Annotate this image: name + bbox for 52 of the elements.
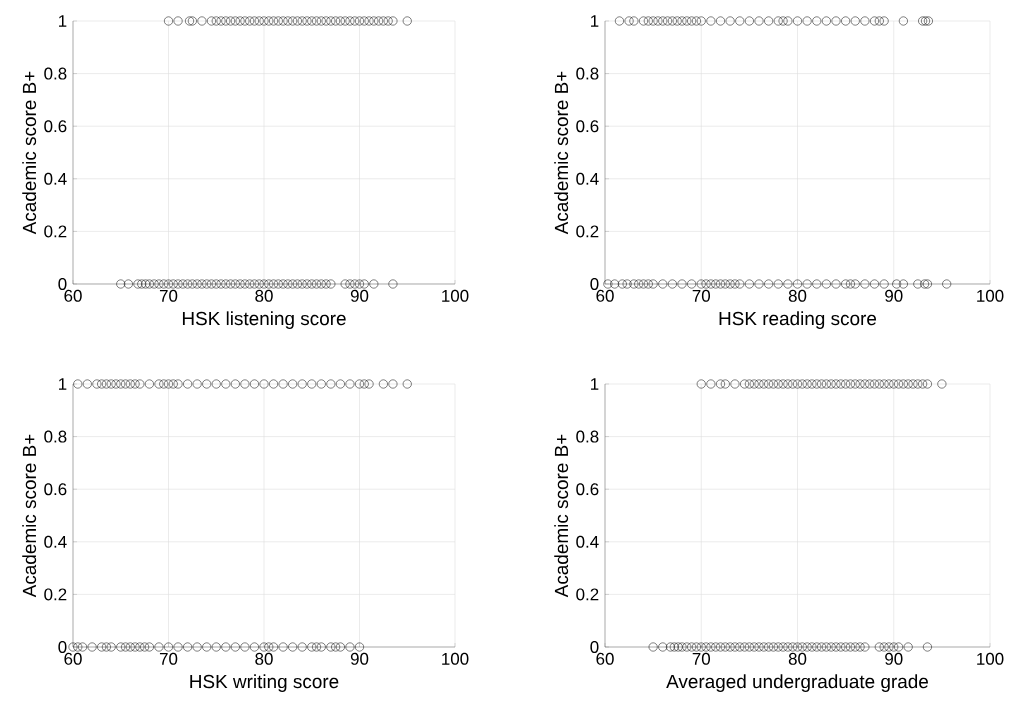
- y-tick-label: 0.2: [44, 588, 67, 601]
- x-tick-label: 60: [596, 652, 614, 665]
- x-tick-label: 80: [255, 289, 273, 302]
- y-tick-label: 0.4: [44, 535, 67, 548]
- x-axis-title: Averaged undergraduate grade: [666, 674, 928, 692]
- x-tick-label: 60: [64, 289, 82, 302]
- x-axis-title: HSK writing score: [190, 674, 339, 692]
- x-tick-label: 80: [788, 289, 807, 302]
- y-tick-label: 0.2: [576, 225, 599, 238]
- y-tick-label: 0.6: [44, 483, 67, 496]
- y-tick-label: 0.4: [576, 535, 599, 548]
- x-tick-label: 70: [159, 652, 178, 665]
- y-tick-label: 0.2: [576, 588, 599, 601]
- y-tick-label: 0.2: [44, 225, 67, 238]
- x-tick-label: 70: [692, 652, 711, 665]
- x-tick-label: 70: [692, 289, 711, 302]
- x-tick-label: 90: [350, 652, 369, 665]
- x-tick-label: 60: [596, 289, 614, 302]
- x-tick-label: 90: [885, 652, 903, 665]
- y-tick-label: 0.8: [576, 67, 599, 80]
- y-axis-title: Academic score B+: [554, 71, 569, 235]
- y-tick-label: 0: [58, 641, 67, 653]
- x-tick-label: 80: [788, 652, 807, 665]
- x-tick-label: 80: [255, 652, 273, 665]
- y-tick-label: 0.8: [44, 67, 67, 80]
- y-tick-label: 0: [590, 641, 599, 653]
- y-tick-label: 0.6: [576, 483, 599, 496]
- x-tick-label: 100: [442, 652, 469, 665]
- x-tick-label: 90: [885, 289, 903, 302]
- y-tick-label: 1: [59, 15, 67, 27]
- y-axis-title: Academic score B+: [554, 434, 569, 598]
- y-tick-label: 0: [58, 278, 67, 290]
- y-tick-label: 1: [59, 378, 67, 390]
- y-axis-title: Academic score B+: [22, 434, 37, 598]
- y-tick-label: 1: [591, 15, 599, 27]
- x-tick-label: 90: [350, 289, 369, 302]
- x-tick-label: 60: [64, 652, 82, 665]
- y-tick-label: 0.4: [576, 172, 599, 185]
- x-tick-label: 100: [977, 652, 1004, 665]
- y-tick-label: 0.6: [44, 120, 67, 133]
- y-tick-label: 0.8: [576, 430, 599, 443]
- y-tick-label: 0: [590, 278, 599, 290]
- y-tick-label: 1: [591, 378, 599, 390]
- x-tick-label: 100: [977, 289, 1004, 302]
- x-tick-label: 100: [442, 289, 469, 302]
- y-tick-label: 0.8: [44, 430, 67, 443]
- x-tick-label: 70: [159, 289, 178, 302]
- y-tick-label: 0.6: [576, 120, 599, 133]
- y-axis-title: Academic score B+: [22, 71, 37, 235]
- x-axis-title: HSK reading score: [719, 311, 877, 329]
- y-tick-label: 0.4: [44, 172, 67, 185]
- x-axis-title: HSK listening score: [182, 311, 346, 329]
